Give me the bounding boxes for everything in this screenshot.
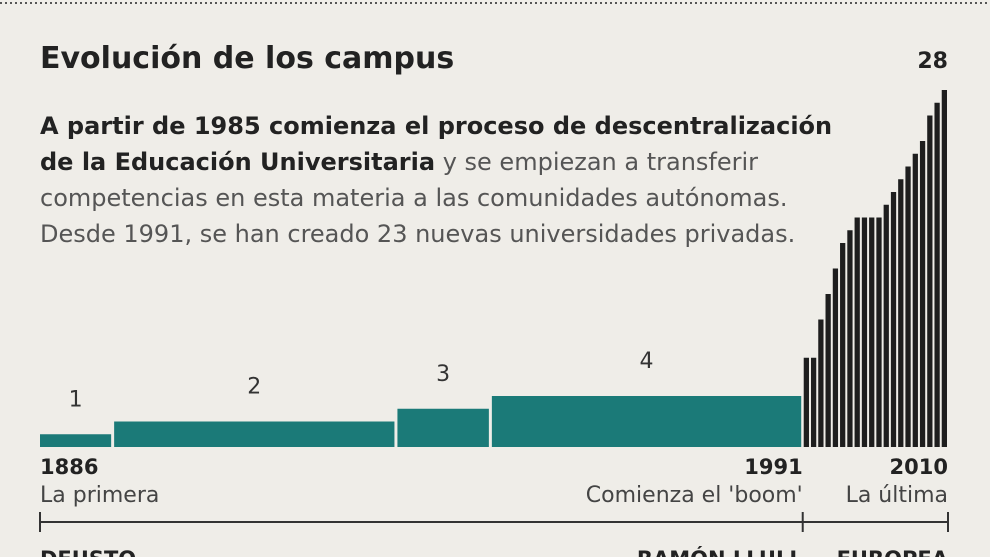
- milestone-label: Comienza el 'boom': [586, 483, 803, 508]
- university-name: DEUSTO: [40, 547, 136, 557]
- segment-label: 1: [69, 387, 83, 412]
- year-bar: [847, 230, 853, 447]
- university-name: EUROPEA: [837, 547, 949, 557]
- year-bar: [861, 217, 868, 447]
- year-bar: [869, 217, 875, 447]
- subtitle-text: y se empiezan a transferir competencias …: [40, 148, 796, 248]
- segment-bar: [491, 396, 802, 447]
- year-bar: [927, 115, 933, 447]
- milestone-label: La primera: [40, 483, 159, 508]
- segment-bar: [40, 434, 112, 447]
- year-bar: [810, 357, 817, 447]
- year-bar: [890, 192, 897, 447]
- year-bar: [919, 141, 926, 447]
- subtitle: A partir de 1985 comienza el proceso de …: [40, 108, 840, 252]
- year-label: 1991: [744, 455, 802, 479]
- year-bar: [934, 102, 940, 447]
- segment-label: 3: [436, 362, 450, 387]
- segment-label: 2: [247, 375, 261, 400]
- year-bar: [898, 179, 904, 447]
- segment-label: 4: [640, 349, 654, 374]
- subtitle-bold: A partir de 1985 comienza el proceso de …: [40, 112, 833, 176]
- year-bar: [840, 243, 846, 447]
- segment-bar: [114, 421, 395, 447]
- year-bar: [941, 90, 947, 447]
- year-bar: [912, 153, 918, 447]
- last-value-label: 28: [917, 49, 948, 74]
- year-bar: [876, 217, 882, 447]
- segment-bar: [397, 408, 489, 447]
- university-name: RAMÓN LLULL: [637, 546, 803, 557]
- milestone-label: La última: [846, 483, 948, 508]
- year-bar: [832, 268, 839, 447]
- year-label: 1886: [40, 455, 98, 479]
- year-bar: [883, 204, 889, 447]
- year-bar: [854, 217, 860, 447]
- year-bar: [818, 319, 824, 447]
- year-bar: [825, 294, 831, 447]
- year-bar: [905, 166, 911, 447]
- year-label: 2010: [890, 455, 948, 479]
- year-bar: [803, 357, 809, 447]
- chart-title: Evolución de los campus: [40, 41, 454, 76]
